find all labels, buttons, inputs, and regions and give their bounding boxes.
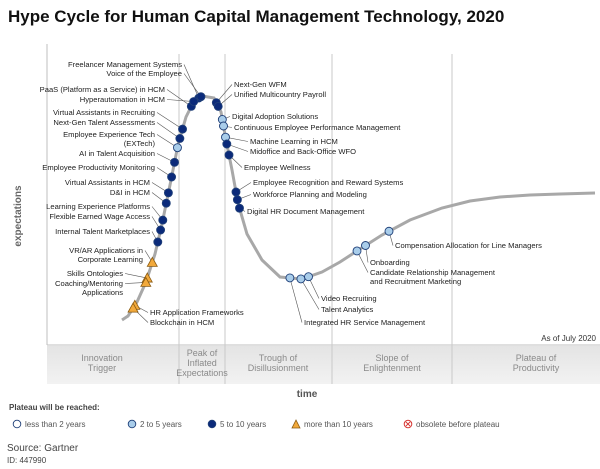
innovation-label: Voice of the Employee bbox=[106, 69, 182, 78]
legend-label: more than 10 years bbox=[304, 420, 373, 429]
document-id: ID: 447990 bbox=[7, 456, 47, 465]
innovation-label: Coaching/Mentoring Applications bbox=[55, 279, 123, 297]
phase-label: Slope of Enlightenment bbox=[363, 353, 421, 373]
marker-circle bbox=[361, 241, 370, 250]
marker-circle bbox=[158, 215, 168, 225]
leader-line bbox=[289, 277, 303, 323]
leader-line bbox=[156, 112, 183, 130]
phase-label: Plateau of Productivity bbox=[513, 353, 560, 373]
leader-line bbox=[300, 278, 320, 310]
marker-circle bbox=[161, 198, 171, 208]
marker-circle bbox=[219, 121, 228, 131]
innovation-label: VR/AR Applications in Corporate Learning bbox=[69, 246, 143, 264]
leader-line bbox=[183, 73, 202, 97]
marker-circle bbox=[175, 134, 185, 143]
marker-circle bbox=[231, 187, 241, 197]
marker-circle bbox=[232, 195, 242, 205]
innovation-label: Midoffice and Back-Office WFO bbox=[250, 147, 356, 156]
legend-marker-circle bbox=[207, 419, 217, 429]
legend-label: less than 2 years bbox=[25, 420, 85, 429]
innovation-label: Employee Wellness bbox=[244, 163, 311, 172]
legend-marker-circle bbox=[127, 419, 137, 429]
marker-triangle bbox=[140, 276, 152, 287]
leader-line bbox=[124, 273, 148, 279]
innovation-label: Machine Learning in HCM bbox=[250, 137, 338, 146]
marker-circle bbox=[163, 188, 173, 198]
innovation-label: Employee Recognition and Reward Systems bbox=[253, 178, 403, 187]
marker-circle bbox=[170, 157, 179, 167]
legend-title: Plateau will be reached: bbox=[9, 403, 100, 412]
innovation-label: Workforce Planning and Modeling bbox=[253, 190, 367, 199]
marker-circle bbox=[352, 246, 362, 256]
marker-triangle bbox=[146, 256, 158, 267]
leader-line bbox=[166, 89, 192, 107]
phase-label: Innovation Trigger bbox=[81, 353, 123, 373]
innovation-label: Learning Experience Platforms bbox=[46, 202, 150, 211]
innovation-label: Unified Multicountry Payroll bbox=[234, 90, 326, 99]
innovation-label: Employee Productivity Monitoring bbox=[42, 163, 155, 172]
marker-circle bbox=[167, 172, 177, 182]
innovation-label: PaaS (Platform as a Service) in HCM bbox=[40, 85, 165, 94]
innovation-label: Integrated HR Service Management bbox=[304, 318, 426, 327]
legend-marker-circle bbox=[12, 419, 22, 429]
chart-title: Hype Cycle for Human Capital Management … bbox=[8, 7, 505, 26]
marker-circle bbox=[384, 226, 394, 236]
marker-circle bbox=[304, 272, 313, 282]
marker-triangle bbox=[127, 302, 139, 313]
innovation-label: Next-Gen WFM bbox=[234, 80, 287, 89]
innovation-label: Video Recruiting bbox=[321, 294, 377, 303]
leader-line bbox=[124, 282, 146, 284]
marker-circle bbox=[285, 273, 295, 283]
marker-circle bbox=[173, 143, 182, 153]
leader-line bbox=[183, 64, 200, 99]
innovation-label: Compensation Allocation for Line Manager… bbox=[395, 241, 542, 250]
legend-label: 5 to 10 years bbox=[220, 420, 266, 429]
innovation-label: Digital HR Document Management bbox=[247, 207, 365, 216]
marker-circle bbox=[213, 101, 223, 111]
innovation-label: Next-Gen Talent Assessments bbox=[53, 118, 155, 127]
as-of-label: As of July 2020 bbox=[541, 334, 596, 343]
marker-circle bbox=[178, 124, 187, 134]
source-note: Source: Gartner bbox=[7, 443, 79, 454]
innovation-label: Virtual Assistants in Recruiting bbox=[53, 108, 155, 117]
marker-circle bbox=[196, 92, 206, 102]
marker-circle bbox=[222, 139, 232, 149]
innovation-label: Blockchain in HCM bbox=[150, 318, 214, 327]
y-axis-label: expectations bbox=[13, 185, 24, 247]
phase-band bbox=[47, 346, 600, 384]
innovation-label: Employee Experience Tech (EXTech) bbox=[63, 130, 155, 148]
marker-circle bbox=[235, 203, 244, 213]
leader-line bbox=[166, 99, 194, 102]
innovation-label: Digital Adoption Solutions bbox=[232, 112, 318, 121]
x-axis-label: time bbox=[297, 389, 318, 400]
legend-label: obsolete before plateau bbox=[416, 420, 500, 429]
innovation-label: Virtual Assistants in HCM bbox=[65, 178, 150, 187]
innovation-label: Internal Talent Marketplaces bbox=[55, 227, 150, 236]
innovation-label: Freelancer Management Systems bbox=[68, 60, 182, 69]
leader-line bbox=[156, 122, 181, 139]
marker-circle bbox=[189, 97, 199, 106]
legend-marker-obsolete-cross bbox=[405, 421, 411, 427]
innovation-label: Candidate Relationship Management and Rec… bbox=[370, 268, 496, 286]
innovation-label: Talent Analytics bbox=[321, 305, 374, 314]
innovation-label: Flexible Earned Wage Access bbox=[49, 212, 150, 221]
legend-marker-triangle bbox=[291, 419, 301, 429]
phase-label: Peak of Inflated Expectations bbox=[176, 348, 228, 378]
legend-label: 2 to 5 years bbox=[140, 420, 182, 429]
innovation-label: Onboarding bbox=[370, 258, 410, 267]
marker-circle bbox=[156, 225, 166, 235]
innovation-label: D&I in HCM bbox=[110, 188, 150, 197]
marker-circle bbox=[224, 150, 234, 160]
innovation-label: Continuous Employee Performance Manageme… bbox=[234, 123, 401, 132]
innovation-label: HR Application Frameworks bbox=[150, 308, 244, 317]
marker-circle bbox=[296, 274, 306, 284]
innovation-label: Skills Ontologies bbox=[67, 269, 123, 278]
innovation-label: Hyperautomation in HCM bbox=[80, 95, 165, 104]
phase-dividers bbox=[178, 54, 453, 384]
phase-label: Trough of Disillusionment bbox=[248, 353, 309, 373]
marker-circle bbox=[153, 237, 163, 247]
innovation-label: AI in Talent Acquisition bbox=[79, 149, 155, 158]
